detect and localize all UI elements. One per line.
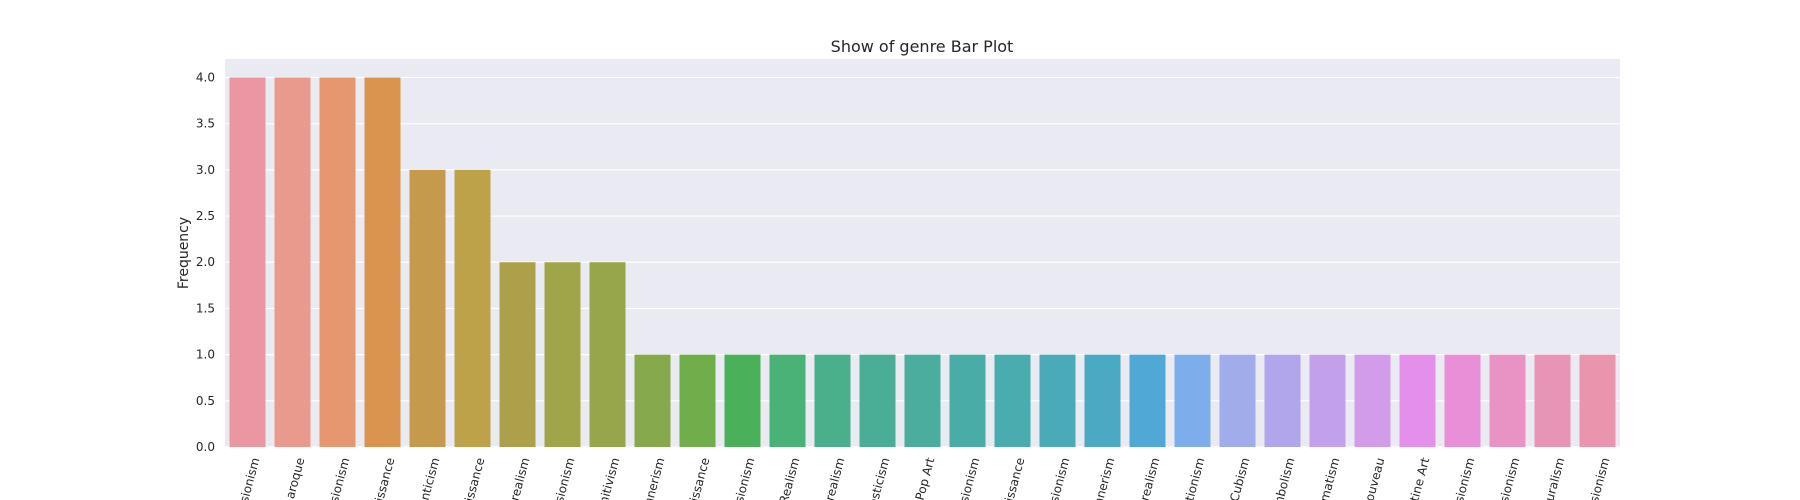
bar [1444, 354, 1481, 447]
x-tick-label: nnerism [1091, 456, 1117, 500]
x-tick-label: aroque [283, 456, 307, 500]
bar [634, 354, 671, 447]
bar [1174, 354, 1211, 447]
x-tick-label: ouveau [1362, 456, 1387, 500]
bar [859, 354, 896, 447]
x-tick-label: sionism [552, 456, 577, 500]
x-tick-label: Realism [777, 456, 803, 500]
x-tick-label: matism [1317, 456, 1342, 500]
x-tick-label: issance [372, 456, 397, 500]
x-tick-label: nticism [418, 456, 443, 500]
x-tick-label: ntine Art [1405, 456, 1432, 500]
bar [589, 262, 626, 447]
y-tick-label: 3.0 [196, 163, 215, 177]
x-tick-label: nnerism [641, 456, 667, 500]
y-tick-label: 2.0 [196, 255, 215, 269]
bar [1084, 354, 1121, 447]
bar [229, 77, 266, 447]
bar [1129, 354, 1166, 447]
chart-title: Show of genre Bar Plot [831, 37, 1014, 56]
x-tick-label: esticism [866, 456, 892, 500]
bar [544, 262, 581, 447]
y-tick-label: 1.0 [196, 348, 215, 362]
x-tick-label: sionism [237, 456, 262, 500]
bar [1309, 354, 1346, 447]
bar [724, 354, 761, 447]
x-tick-label: mitivism [596, 456, 623, 500]
bar [1489, 354, 1526, 447]
x-tick-label: sionism [732, 456, 757, 500]
x-tick-label: issance [462, 456, 487, 500]
bar [409, 169, 446, 447]
bar [499, 262, 536, 447]
x-tick-label: issance [1002, 456, 1027, 500]
x-tick-label: realism [1137, 456, 1162, 500]
x-tick-label: sionism [1587, 456, 1612, 500]
bars [229, 77, 1616, 447]
y-tick-label: 0.5 [196, 394, 215, 408]
y-tick-label: 1.5 [196, 301, 215, 315]
x-tick-label: mbolism [1271, 456, 1298, 500]
x-tick-label: sionism [957, 456, 982, 500]
bar [814, 354, 851, 447]
bar [1579, 354, 1616, 447]
x-tick-label: realism [507, 456, 532, 500]
x-tick-label: issance [687, 456, 712, 500]
bar [1264, 354, 1301, 447]
bar [1219, 354, 1256, 447]
x-tick-labels: sionism aroque sionism issance nticism issanc… [237, 456, 1612, 500]
bar [994, 354, 1031, 447]
bar [904, 354, 941, 447]
bar [319, 77, 356, 447]
x-tick-label: sionism [1047, 456, 1072, 500]
bar [364, 77, 401, 447]
y-tick-label: 0.0 [196, 440, 215, 454]
bar [1534, 354, 1571, 447]
x-tick-label: Cubism [1227, 456, 1252, 500]
x-tick-label: tionism [1182, 456, 1207, 500]
y-tick-label: 2.5 [196, 209, 215, 223]
y-tick-label: 3.5 [196, 117, 215, 131]
x-tick-label: uralism [1542, 456, 1567, 500]
y-tick-label: 4.0 [196, 70, 215, 84]
bar [769, 354, 806, 447]
bar [949, 354, 986, 447]
bar [1399, 354, 1436, 447]
y-axis-label: Frequency [176, 217, 192, 289]
x-tick-label: sionism [327, 456, 352, 500]
bar [454, 169, 491, 447]
y-tick-labels: 0.0 0.5 1.0 1.5 2.0 2.5 3.0 3.5 4.0 [196, 70, 215, 454]
bar [1354, 354, 1391, 447]
bar [1039, 354, 1076, 447]
bar [274, 77, 311, 447]
bar [679, 354, 716, 447]
x-tick-label: realism [822, 456, 847, 500]
x-tick-label: sionism [1497, 456, 1522, 500]
x-tick-label: sionism [1452, 456, 1477, 500]
x-tick-label: Pop Art [913, 456, 938, 500]
